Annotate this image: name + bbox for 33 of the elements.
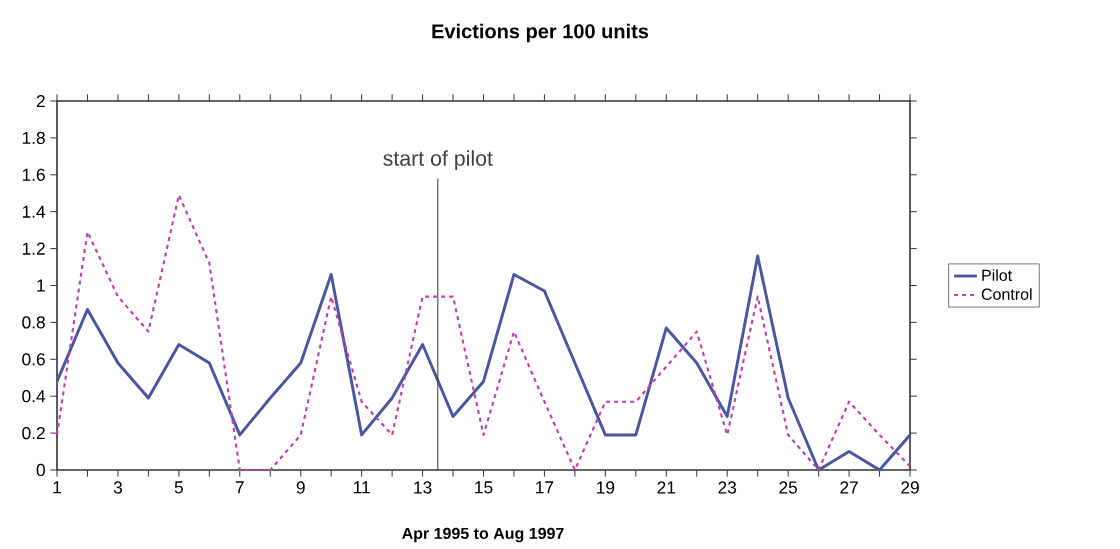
x-tick-label: 17 xyxy=(536,481,554,494)
y-tick-label: 0.2 xyxy=(22,426,45,440)
y-tick-label: 0.4 xyxy=(22,390,46,403)
x-tick-label: 29 xyxy=(901,481,919,494)
y-tick-label: 2 xyxy=(36,94,45,108)
line-series xyxy=(55,254,912,472)
x-tick-label: 13 xyxy=(414,481,432,494)
y-tick-label: 1 xyxy=(37,279,45,292)
line-series xyxy=(55,194,912,472)
x-tick-label: 7 xyxy=(235,481,244,494)
x-tick-label: 11 xyxy=(353,481,370,494)
legend-label: Pilot xyxy=(982,269,1013,281)
x-axis-title: Apr 1995 to Aug 1997 xyxy=(402,527,564,543)
x-tick-label: 1 xyxy=(53,481,61,494)
x-tick-label: 9 xyxy=(296,481,305,494)
chart-title: Evictions per 100 units xyxy=(432,23,649,43)
y-tick-label: 0.8 xyxy=(22,316,45,329)
legend-label: Control xyxy=(981,288,1032,300)
y-tick-label: 1.4 xyxy=(22,205,46,218)
ref-line-label: start of pilot xyxy=(383,150,493,171)
y-tick-label: 0 xyxy=(36,463,45,477)
y-tick-label: 1.6 xyxy=(22,168,45,181)
y-tick-label: 0.6 xyxy=(22,353,45,366)
x-tick-label: 5 xyxy=(174,481,183,494)
x-tick-label: 23 xyxy=(718,481,737,494)
x-tick-label: 25 xyxy=(779,481,798,494)
y-tick-label: 1.2 xyxy=(22,242,45,255)
x-tick-label: 27 xyxy=(840,481,858,494)
x-tick-label: 3 xyxy=(113,481,123,494)
x-tick-label: 19 xyxy=(597,481,615,494)
x-tick-label: 15 xyxy=(475,481,493,494)
y-tick-label: 1.8 xyxy=(22,131,45,145)
x-tick-label: 21 xyxy=(657,481,676,494)
